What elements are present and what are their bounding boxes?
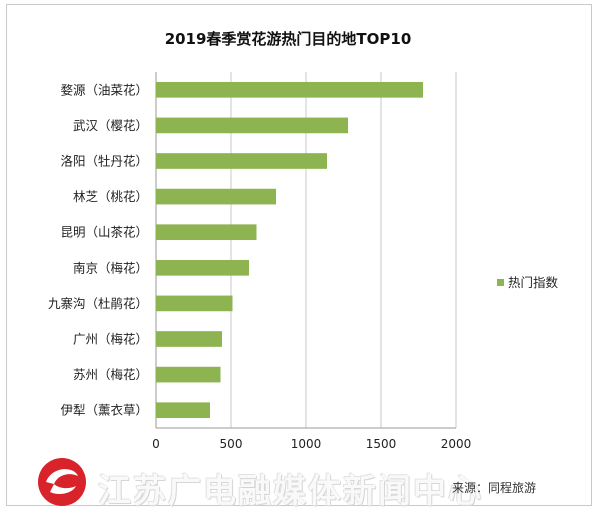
bar	[156, 295, 233, 312]
bar	[156, 402, 210, 419]
legend-swatch	[497, 279, 504, 286]
category-label: 伊犁（薰衣草）	[60, 403, 148, 418]
category-label: 广州（梅花）	[73, 332, 148, 347]
x-tick-label: 2000	[441, 437, 472, 451]
x-tick-labels: 0 500 1000 1500 2000	[152, 437, 471, 451]
category-label: 洛阳（牡丹花）	[60, 154, 148, 169]
legend: 热门指数	[497, 275, 559, 290]
bar	[156, 259, 249, 276]
x-tick-label: 500	[220, 437, 243, 451]
bar	[156, 224, 257, 241]
category-label: 九寨沟（杜鹃花）	[48, 296, 148, 311]
category-label: 武汉（樱花）	[73, 118, 148, 133]
logo-icon	[38, 458, 86, 506]
bar	[156, 81, 423, 98]
category-label: 昆明（山茶花）	[60, 225, 148, 240]
category-labels: 婺源（油菜花） 武汉（樱花） 洛阳（牡丹花） 林芝（桃花） 昆明（山茶花） 南京（梅花） 九…	[48, 82, 148, 417]
x-tick-label: 1500	[366, 437, 397, 451]
category-label: 林芝（桃花）	[73, 189, 148, 204]
bar	[156, 331, 222, 347]
legend-label: 热门指数	[508, 275, 559, 290]
bar	[156, 117, 348, 134]
watermark-text: 江苏广电融媒体新闻中心	[98, 471, 483, 510]
bar	[156, 366, 221, 383]
category-label: 南京（梅花）	[73, 260, 148, 275]
chart-title: 2019春季赏花游热门目的地TOP10	[165, 30, 412, 48]
watermark-logo	[38, 458, 86, 506]
x-tick-label: 0	[152, 437, 160, 451]
x-tick-label: 1000	[291, 437, 322, 451]
category-label: 苏州（梅花）	[73, 367, 148, 382]
source-note: 来源：同程旅游	[452, 481, 537, 495]
bars	[156, 81, 423, 419]
bar	[156, 153, 327, 169]
bar	[156, 188, 276, 205]
category-label: 婺源（油菜花）	[60, 82, 148, 97]
